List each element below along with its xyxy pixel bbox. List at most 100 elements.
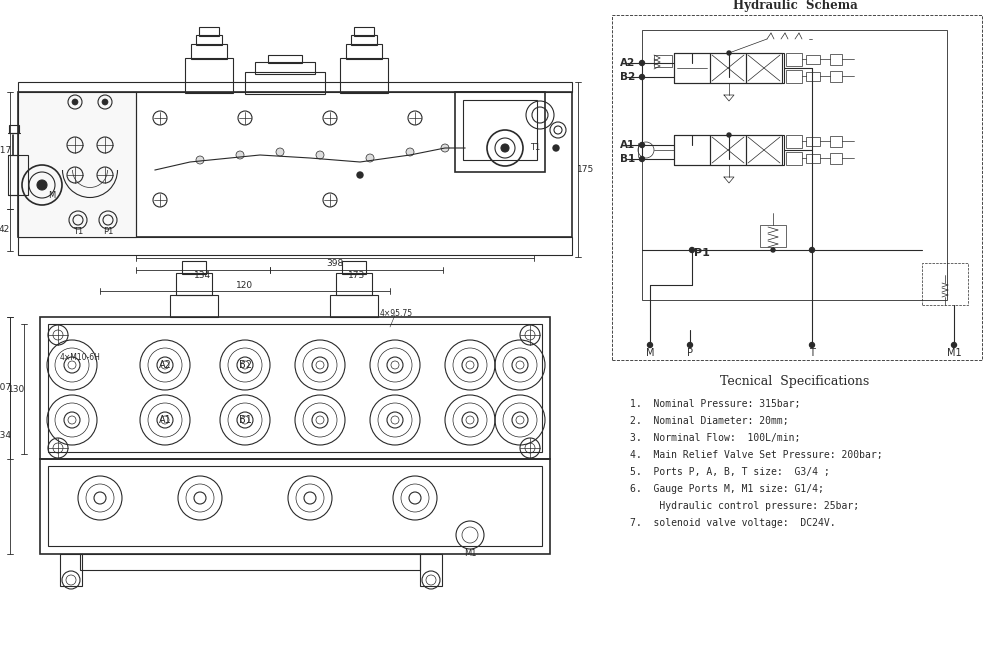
Circle shape (810, 343, 814, 347)
Bar (786, 152, 802, 165)
Bar (642, 30, 947, 300)
Text: 234: 234 (0, 431, 12, 440)
Bar (268, 55, 302, 63)
Bar (346, 44, 382, 59)
Circle shape (952, 343, 956, 347)
Bar (830, 54, 842, 65)
Bar (185, 58, 233, 93)
Text: T1: T1 (73, 228, 83, 236)
Bar (786, 53, 802, 66)
Text: A1: A1 (159, 415, 171, 425)
Circle shape (501, 144, 509, 152)
Circle shape (648, 343, 652, 347)
Bar (922, 263, 968, 305)
Bar (654, 55, 672, 67)
Text: 4.  Main Relief Valve Set Pressure: 200bar;: 4. Main Relief Valve Set Pressure: 200ba… (630, 450, 883, 460)
Text: A2: A2 (159, 360, 171, 370)
Text: 6.  Gauge Ports M, M1 size: G1/4;: 6. Gauge Ports M, M1 size: G1/4; (630, 484, 824, 494)
Text: 2.  Nominal Diameter: 20mm;: 2. Nominal Diameter: 20mm; (630, 416, 789, 426)
Bar (746, 135, 782, 165)
Text: M1: M1 (947, 348, 961, 358)
Bar (170, 295, 218, 317)
Circle shape (236, 151, 244, 159)
Bar (806, 137, 820, 146)
Bar (9, 125, 19, 133)
Bar (80, 554, 420, 570)
Bar (18, 92, 572, 237)
Text: 117: 117 (0, 146, 13, 155)
Circle shape (72, 99, 78, 105)
Bar (674, 53, 784, 83)
Text: 175: 175 (577, 165, 595, 174)
Bar (786, 135, 802, 148)
Bar (760, 225, 786, 247)
Circle shape (441, 144, 449, 152)
Bar (18, 237, 572, 255)
Bar (48, 324, 542, 452)
Bar (830, 153, 842, 164)
Circle shape (37, 180, 47, 190)
Bar (746, 53, 782, 83)
Text: A1: A1 (620, 140, 635, 150)
Bar (830, 71, 842, 82)
Text: P1: P1 (103, 228, 113, 236)
Bar (40, 317, 550, 459)
Bar (196, 35, 222, 45)
Text: M1: M1 (464, 548, 476, 558)
Text: B1: B1 (239, 415, 251, 425)
Bar (40, 459, 550, 554)
Circle shape (366, 154, 374, 162)
Bar (830, 136, 842, 147)
Circle shape (727, 51, 731, 55)
Circle shape (640, 60, 644, 66)
Circle shape (196, 156, 204, 164)
Bar (710, 53, 746, 83)
Text: A2: A2 (620, 58, 635, 68)
Bar (48, 466, 542, 546)
Text: Tecnical  Specifications: Tecnical Specifications (720, 376, 870, 388)
Circle shape (316, 151, 324, 159)
Bar (60, 554, 82, 586)
Text: B2: B2 (239, 360, 252, 370)
Text: 1.  Nominal Pressure: 315bar;: 1. Nominal Pressure: 315bar; (630, 399, 800, 409)
Text: 173: 173 (348, 272, 365, 280)
Bar (455, 92, 545, 172)
Bar (806, 55, 820, 64)
Circle shape (727, 133, 731, 137)
Circle shape (640, 157, 644, 161)
Bar (674, 135, 710, 165)
Bar (191, 44, 227, 59)
Bar (176, 273, 212, 295)
Text: P: P (687, 348, 693, 358)
Bar (182, 261, 206, 274)
Text: B1: B1 (620, 154, 635, 164)
Text: 4×95.75: 4×95.75 (380, 309, 413, 317)
Text: 207: 207 (0, 384, 12, 392)
Circle shape (276, 148, 284, 156)
Bar (463, 100, 537, 160)
Bar (340, 58, 388, 93)
Bar (786, 70, 802, 83)
Text: 120: 120 (236, 280, 254, 290)
Bar (612, 15, 982, 360)
Bar (420, 554, 442, 586)
Text: 3.  Norminal Flow:  100L/min;: 3. Norminal Flow: 100L/min; (630, 433, 800, 443)
Bar (806, 154, 820, 163)
Circle shape (357, 172, 363, 178)
Text: M: M (48, 191, 56, 199)
Bar (806, 72, 820, 81)
Bar (336, 273, 372, 295)
Bar (710, 135, 746, 165)
Text: 134: 134 (194, 272, 212, 280)
Text: P1: P1 (694, 248, 710, 258)
Text: T: T (809, 348, 815, 358)
Bar (245, 72, 325, 94)
Bar (8, 155, 28, 195)
Text: 130: 130 (8, 384, 26, 394)
Text: 5.  Ports P, A, B, T size:  G3/4 ;: 5. Ports P, A, B, T size: G3/4 ; (630, 467, 830, 477)
Text: T1: T1 (530, 143, 540, 153)
Circle shape (640, 74, 644, 80)
Circle shape (690, 248, 694, 252)
Circle shape (810, 248, 814, 252)
Circle shape (553, 145, 559, 151)
